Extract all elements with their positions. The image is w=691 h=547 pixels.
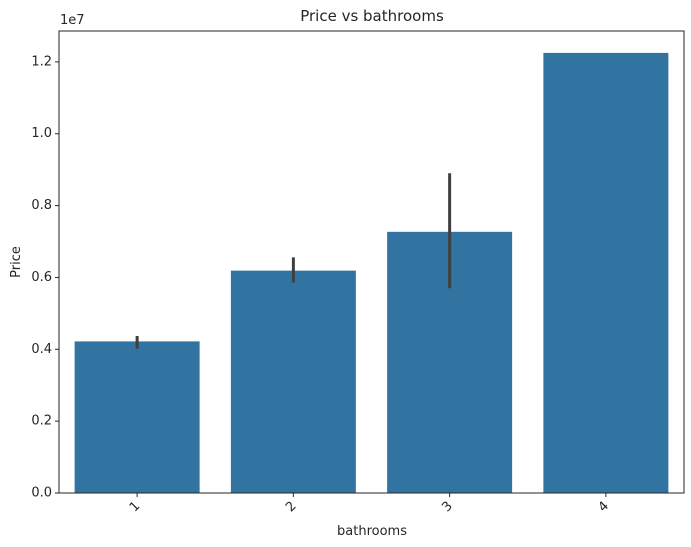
bars-group <box>74 52 669 494</box>
y-tick-label: 1.2 <box>31 54 52 69</box>
x-tick-label: 2 <box>283 499 299 515</box>
plot-frame <box>58 30 685 494</box>
y-tick-label: 1.0 <box>31 126 52 141</box>
y-axis-label: Price <box>9 246 24 278</box>
y-tick-label: 0.2 <box>31 414 52 429</box>
y-axis: 0.0 0.2 0.4 0.6 0.8 1.0 1.2 <box>31 54 59 501</box>
y-tick-label: 0.8 <box>31 198 52 213</box>
x-tick-label: 1 <box>127 499 143 515</box>
bar-4 <box>543 52 669 494</box>
error-bars-group <box>135 173 452 349</box>
chart-title: Price vs bathrooms <box>300 7 444 25</box>
x-axis-label: bathrooms <box>337 524 407 539</box>
y-scale-multiplier: 1e7 <box>60 13 85 28</box>
x-tick-label: 4 <box>596 499 612 515</box>
y-tick-label: 0.4 <box>31 342 52 357</box>
x-axis: 1 2 3 4 <box>127 493 612 515</box>
y-tick-label: 0.0 <box>31 486 52 501</box>
bar-1 <box>74 341 200 493</box>
x-tick-label: 3 <box>439 499 455 515</box>
y-tick-label: 0.6 <box>31 270 52 285</box>
bar-2 <box>230 270 356 493</box>
